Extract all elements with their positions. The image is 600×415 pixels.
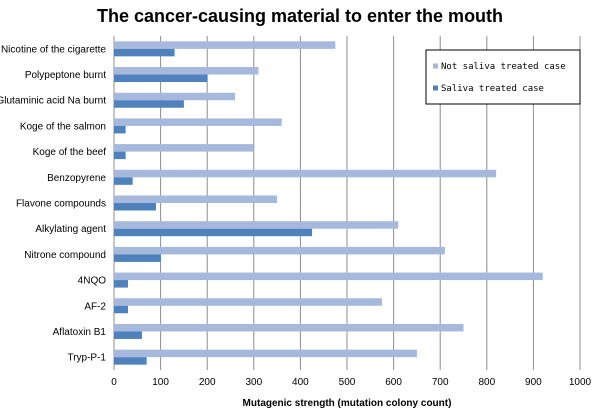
category-label: Nicotine of the cigarette [1,44,106,55]
x-axis-label: Mutagenic strength (mutation colony coun… [243,398,452,409]
bar-saliva-treated [114,357,147,365]
bar-not-saliva-treated [114,118,282,126]
category-label: Polypeptone burnt [25,70,106,81]
x-tick-label: 600 [385,377,402,388]
bar-saliva-treated [114,100,184,108]
bars [114,41,543,365]
x-tick-label: 300 [245,377,262,388]
category-label: Aflatoxin B1 [53,327,107,338]
category-label: AF-2 [84,301,106,312]
bar-saliva-treated [114,203,156,211]
category-label: Koge of the beef [33,147,107,158]
bar-saliva-treated [114,228,313,237]
bar-saliva-treated [114,74,208,83]
x-tick-label: 700 [432,377,449,388]
category-labels: Nicotine of the cigarette Polypeptone bur… [0,44,106,363]
legend-label: Saliva treated case [441,84,544,94]
bar-not-saliva-treated [114,349,417,358]
bar-not-saliva-treated [114,92,236,101]
x-tick-label: 0 [111,377,117,388]
chart-title: The cancer-causing material to enter the… [97,6,503,26]
x-tick-label: 100 [152,377,169,388]
category-label: Flavone compounds [16,199,106,210]
bar-not-saliva-treated [114,246,445,255]
bar-saliva-treated [114,254,161,262]
bar-saliva-treated [114,48,175,57]
category-label: Benzopyrene [47,173,106,184]
legend: Not saliva treated case Saliva treated ca… [425,49,581,105]
category-label: Glutaminic acid Na burnt [0,96,106,107]
bar-saliva-treated [114,177,133,185]
legend-swatch [433,85,438,91]
x-tick-label: 1000 [569,377,592,388]
bar-saliva-treated [114,305,128,314]
bar-not-saliva-treated [114,169,497,178]
bar-not-saliva-treated [114,221,399,229]
bar-saliva-treated [114,331,142,339]
x-tick-labels: 0 100 200 300 400 500 600 700 800 900 1000 [111,377,591,388]
bar-not-saliva-treated [114,144,254,152]
bar-not-saliva-treated [114,41,336,49]
x-tick-label: 400 [292,377,309,388]
legend-box [425,49,581,105]
legend-swatch [433,63,438,69]
category-label: Koge of the salmon [20,121,106,132]
legend-label: Not saliva treated case [441,62,566,72]
bar-not-saliva-treated [114,195,278,203]
category-label: Alkylating agent [35,224,106,235]
category-label: Tryp-P-1 [67,353,106,364]
x-tick-label: 500 [339,377,356,388]
x-tick-label: 900 [525,377,542,388]
bar-not-saliva-treated [114,323,464,332]
bar-not-saliva-treated [114,67,259,75]
bar-not-saliva-treated [114,298,382,306]
bar-saliva-treated [114,125,126,134]
bar-saliva-treated [114,151,126,160]
bar-not-saliva-treated [114,272,543,281]
x-tick-label: 200 [199,377,216,388]
x-tick-label: 800 [478,377,495,388]
category-label: 4NQO [78,276,107,287]
bar-saliva-treated [114,280,128,288]
category-label: Nitrone compound [24,250,106,261]
